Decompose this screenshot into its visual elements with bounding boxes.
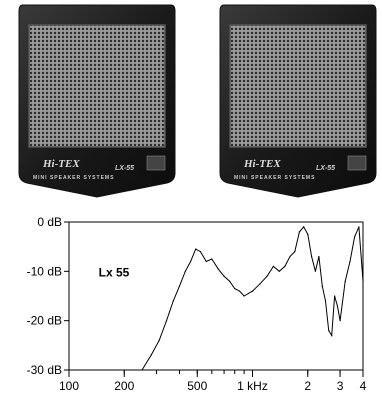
x-axis: 100 200 500 1 kHz 2 3 4 xyxy=(59,370,367,393)
frequency-response-chart: 0 dB -10 dB -20 dB -30 dB 100 200 500 1 kHz 2 3 4… xyxy=(0,210,382,396)
series-point xyxy=(344,280,346,282)
series-point xyxy=(307,233,309,235)
speaker-left-model: LX-55 xyxy=(115,165,135,172)
series-point xyxy=(362,280,364,282)
series-point xyxy=(223,275,225,277)
x-tick-label: 1 kHz xyxy=(237,379,268,393)
series-point xyxy=(318,255,320,258)
speaker-left-image xyxy=(18,4,176,198)
series-point xyxy=(243,295,245,297)
series-point xyxy=(165,320,168,322)
speaker-right-model: LX-55 xyxy=(316,165,336,172)
y-tick-label: 0 dB xyxy=(37,215,62,229)
series-point xyxy=(141,369,143,371)
speaker-right-subtitle: MINI SPEAKER SYSTEMS xyxy=(234,175,316,181)
series-point xyxy=(294,251,296,253)
series-point xyxy=(349,260,351,263)
series-point xyxy=(195,248,197,250)
speaker-right: Hi-TEX MINI SPEAKER SYSTEMS LX-55 xyxy=(218,3,378,198)
y-tick-label: -20 dB xyxy=(27,314,62,328)
series-point xyxy=(358,226,360,228)
speaker-left-brand: Hi-TEX xyxy=(43,158,80,170)
series-point xyxy=(303,226,305,228)
series-point xyxy=(199,251,201,253)
y-tick-label: -30 dB xyxy=(27,363,62,377)
series-point xyxy=(217,268,219,270)
speaker-right-brand: Hi-TEX xyxy=(244,158,281,170)
series-point xyxy=(211,258,213,260)
x-tick-label: 500 xyxy=(187,379,207,393)
x-tick-label: 200 xyxy=(114,379,134,393)
x-tick-label: 2 xyxy=(304,379,311,393)
series-point xyxy=(331,334,333,337)
series-point xyxy=(190,260,192,263)
series-point xyxy=(266,275,268,277)
plot-frame xyxy=(68,221,364,371)
series-point xyxy=(229,280,231,282)
series-point xyxy=(205,260,207,263)
speaker-left-subtitle: MINI SPEAKER SYSTEMS xyxy=(33,175,115,181)
series-point xyxy=(311,255,313,258)
series-point xyxy=(247,292,249,295)
series-point xyxy=(314,270,316,272)
series-point xyxy=(336,305,338,307)
series-point xyxy=(339,320,341,322)
series-layer xyxy=(141,226,364,371)
series-line-0 xyxy=(141,226,364,371)
series-point xyxy=(354,236,356,238)
speaker-left: Hi-TEX MINI SPEAKER SYSTEMS LX-55 xyxy=(17,3,177,198)
series-point xyxy=(278,270,280,272)
x-tick-label: 3 xyxy=(337,379,344,393)
series-point xyxy=(284,265,286,267)
series-point xyxy=(178,285,181,287)
frequency-response-svg: 0 dB -10 dB -20 dB -30 dB 100 200 500 1 kHz 2 3 4… xyxy=(27,215,367,393)
x-tick-label: 4 xyxy=(360,379,367,393)
speaker-right-image xyxy=(219,4,377,198)
series-point xyxy=(239,290,241,292)
series-point xyxy=(251,290,254,292)
series-point xyxy=(234,288,236,290)
series-point xyxy=(172,300,174,302)
series-point xyxy=(298,231,300,233)
series-point xyxy=(289,255,291,258)
x-tick-label: 100 xyxy=(59,379,79,393)
y-tick-label: -10 dB xyxy=(27,264,62,278)
y-axis: 0 dB -10 dB -20 dB -30 dB xyxy=(27,215,69,377)
series-point xyxy=(184,270,186,272)
series-point xyxy=(150,354,152,356)
series-point xyxy=(259,283,261,285)
series-point xyxy=(158,339,160,341)
series-point xyxy=(334,295,336,297)
series-point xyxy=(272,265,274,267)
series-point xyxy=(328,329,330,332)
series-point xyxy=(324,300,327,302)
series-point xyxy=(321,285,323,287)
chart-annotation: Lx 55 xyxy=(99,265,130,279)
